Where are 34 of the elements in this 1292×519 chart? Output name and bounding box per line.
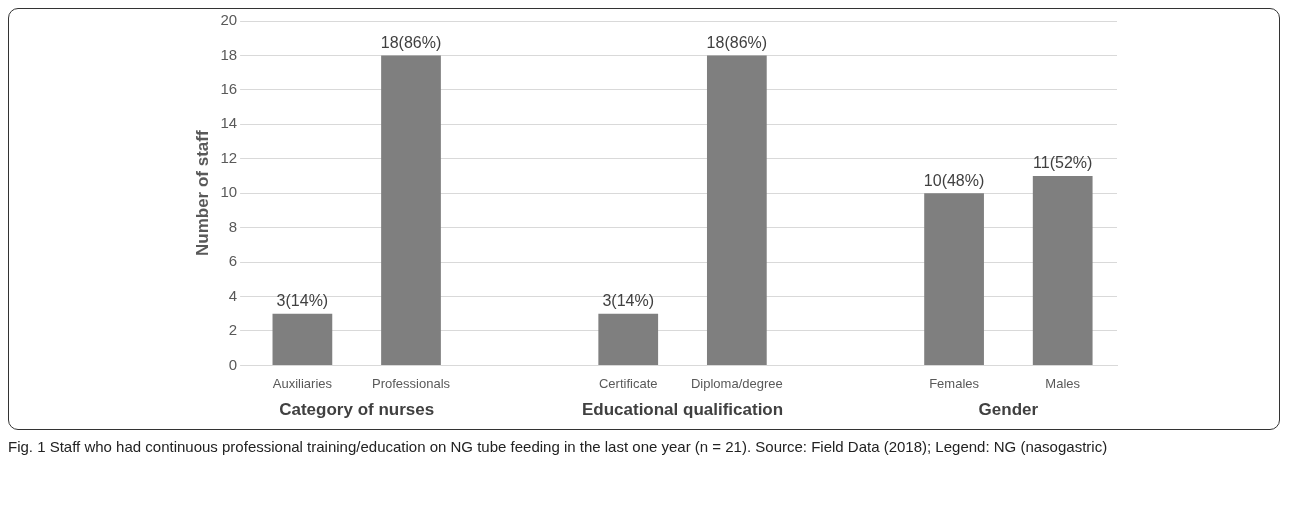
text: Category of nurses: [279, 399, 435, 419]
data-label: 3(14%): [602, 292, 655, 310]
y-axis-title: Number of staff: [192, 130, 212, 257]
y-tick-label: 4: [228, 286, 238, 304]
y-tick-label: 16: [220, 80, 238, 98]
y-tick-label: 6: [228, 252, 238, 270]
bar: [706, 55, 767, 365]
caption: Fig. 1 Staff who had continuous professional training/education on NG tube feeding in the last one year (n = 21). Source: Field Data (2018); Legend: NG (nasogastric): [8, 438, 1109, 455]
y-tick-label: 2: [228, 321, 238, 339]
x-tick-label: Auxiliaries: [272, 375, 333, 391]
x-tick-label: Males: [1045, 375, 1081, 391]
y-tick-label: 12: [220, 148, 238, 166]
text: Gender: [978, 399, 1039, 419]
bar: [598, 313, 659, 365]
y-tick-label: 8: [228, 217, 238, 235]
x-tick-label: Professionals: [371, 375, 451, 391]
x-tick-label: Females: [929, 375, 980, 391]
y-tick-label: 20: [220, 11, 238, 29]
text: Educational qualification: [581, 399, 784, 419]
bar: [924, 193, 984, 365]
y-tick-label: 10: [220, 183, 238, 201]
data-label: 18(86%): [706, 33, 768, 51]
y-tick-label: 0: [228, 355, 238, 373]
x-tick-label: Diploma/degree: [690, 375, 783, 391]
bar: [381, 55, 441, 365]
x-tick-label: Certificate: [598, 375, 658, 391]
bar: [272, 313, 333, 365]
y-tick-label: 14: [220, 114, 238, 132]
data-label: 3(14%): [276, 292, 329, 310]
bar: [1032, 175, 1093, 365]
y-tick-label: 18: [220, 45, 238, 63]
data-label: 11(52%): [1033, 154, 1093, 172]
data-label: 10(48%): [923, 171, 985, 189]
data-label: 18(86%): [380, 33, 442, 51]
